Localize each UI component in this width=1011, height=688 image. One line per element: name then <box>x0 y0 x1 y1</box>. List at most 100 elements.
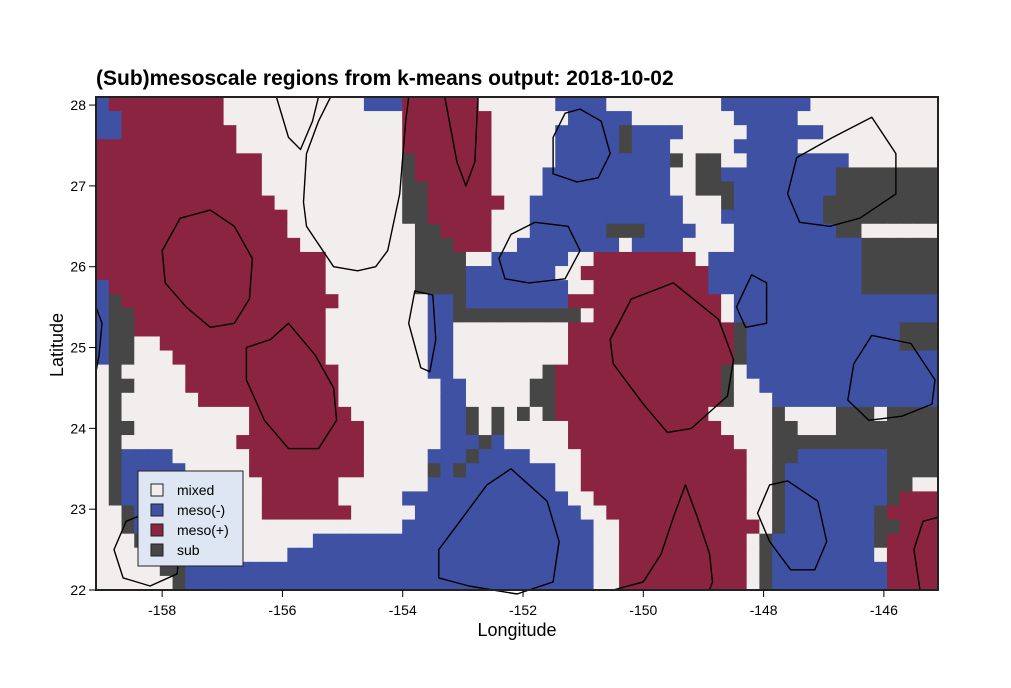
cell-meso-pos <box>108 223 123 239</box>
cell-meso-pos <box>287 505 301 521</box>
y-tick-label: 26 <box>70 259 86 275</box>
cell-sub <box>848 406 863 422</box>
cell-meso-neg <box>823 237 837 253</box>
cell-mixed <box>351 280 365 295</box>
cell-meso-neg <box>874 477 888 492</box>
cell-mixed <box>159 392 174 408</box>
cell-meso-pos <box>427 209 442 225</box>
cell-mixed <box>376 195 391 211</box>
cell-meso-neg <box>784 223 799 239</box>
cell-meso-pos <box>580 322 595 338</box>
cell-mixed <box>504 322 518 338</box>
cell-meso-neg <box>440 575 454 591</box>
cell-mixed <box>363 167 378 183</box>
cell-meso-pos <box>185 181 199 197</box>
cell-mixed <box>134 364 148 380</box>
cell-sub <box>886 491 901 507</box>
cell-meso-pos <box>670 547 684 563</box>
cell-meso-neg <box>772 266 786 281</box>
cell-mixed <box>529 139 544 154</box>
cell-mixed <box>491 336 505 352</box>
cell-meso-pos <box>172 125 186 140</box>
cell-mixed <box>159 364 174 380</box>
cell-meso-neg <box>427 575 442 591</box>
cell-meso-pos <box>580 406 595 422</box>
cell-sub <box>733 350 748 366</box>
cell-meso-pos <box>159 294 174 309</box>
cell-meso-pos <box>159 181 174 197</box>
cell-meso-pos <box>159 266 174 281</box>
cell-meso-pos <box>593 392 607 408</box>
cell-meso-pos <box>682 435 697 450</box>
cell-mixed <box>517 139 531 154</box>
cell-meso-neg <box>721 167 735 183</box>
cell-mixed <box>823 139 837 154</box>
cell-meso-neg <box>465 477 480 492</box>
cell-sub <box>772 491 786 507</box>
cell-sub <box>912 420 926 436</box>
cell-meso-pos <box>733 463 748 478</box>
cell-sub <box>823 435 837 450</box>
cell-meso-neg <box>772 561 786 577</box>
cell-mixed <box>414 350 429 366</box>
cell-mixed <box>517 153 531 169</box>
cell-meso-pos <box>185 153 199 169</box>
cell-meso-pos <box>657 463 671 478</box>
cell-meso-pos <box>210 322 225 338</box>
cell-mixed <box>363 336 378 352</box>
cell-mixed <box>478 420 493 436</box>
cell-meso-neg <box>478 491 493 507</box>
cell-meso-pos <box>644 420 658 436</box>
cell-meso-pos <box>670 519 684 535</box>
cell-meso-pos <box>249 237 263 253</box>
cell-meso-pos <box>580 463 595 478</box>
cell-meso-neg <box>835 505 850 521</box>
cell-meso-pos <box>223 237 237 253</box>
cell-meso-neg <box>746 336 760 352</box>
cell-mixed <box>312 153 327 169</box>
cell-sub <box>835 209 850 225</box>
cell-meso-neg <box>542 195 556 211</box>
cell-sub <box>440 266 454 281</box>
cell-mixed <box>261 97 276 112</box>
cell-mixed <box>657 111 671 126</box>
cell-meso-pos <box>670 420 684 436</box>
cell-meso-neg <box>823 181 837 197</box>
cell-mixed <box>312 209 327 225</box>
cell-meso-neg <box>886 392 901 408</box>
cell-sub <box>695 181 709 197</box>
cell-mixed <box>198 420 212 436</box>
cell-sub <box>848 209 863 225</box>
cell-meso-neg <box>733 209 748 225</box>
cell-meso-pos <box>287 406 301 422</box>
cell-sub <box>797 435 812 450</box>
cell-meso-pos <box>159 97 174 112</box>
cell-mixed <box>402 435 416 450</box>
cell-meso-neg <box>784 237 799 253</box>
cell-sub <box>835 420 850 436</box>
cell-meso-neg <box>287 547 301 563</box>
cell-mixed <box>414 308 429 323</box>
cell-sub <box>886 280 901 295</box>
cell-mixed <box>912 97 926 112</box>
cell-mixed <box>389 139 403 154</box>
cell-meso-neg <box>772 111 786 126</box>
cell-meso-neg <box>823 336 837 352</box>
cell-meso-neg <box>555 491 569 507</box>
cell-meso-neg <box>517 519 531 535</box>
cell-meso-neg <box>427 477 442 492</box>
cell-sub <box>810 435 824 450</box>
cell-mixed <box>96 435 110 450</box>
cell-meso-neg <box>835 491 850 507</box>
cell-meso-neg <box>555 294 569 309</box>
cell-meso-neg <box>376 533 391 549</box>
cell-mixed <box>465 364 480 380</box>
cell-meso-pos <box>593 336 607 352</box>
cell-mixed <box>797 420 812 436</box>
cell-meso-pos <box>121 195 135 211</box>
cell-meso-pos <box>657 336 671 352</box>
cell-mixed <box>338 392 352 408</box>
cell-mixed <box>338 364 352 380</box>
cell-meso-pos <box>682 519 697 535</box>
cell-meso-pos <box>631 336 646 352</box>
